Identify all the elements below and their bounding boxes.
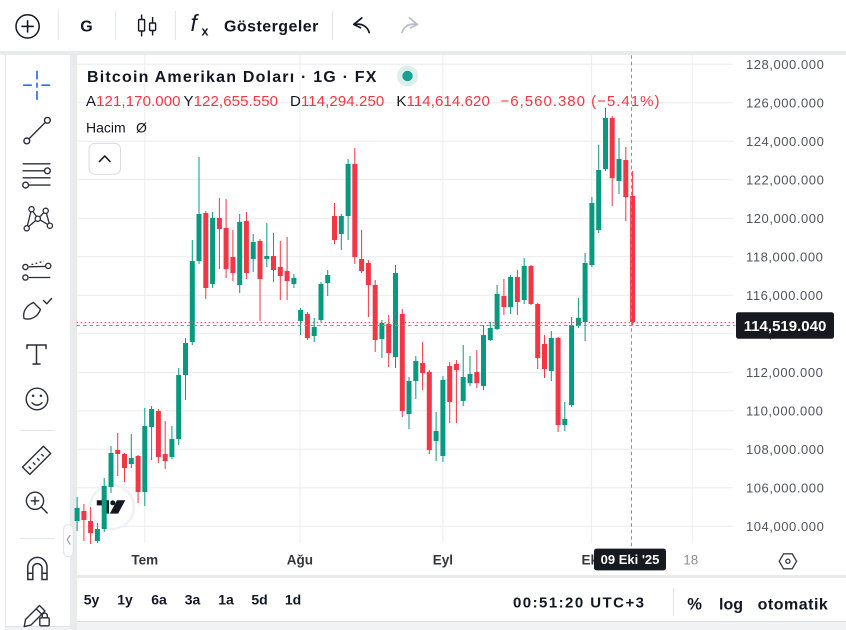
svg-text:128,000.000: 128,000.000 <box>746 57 824 72</box>
svg-text:1y: 1y <box>117 592 133 608</box>
svg-text:Tem: Tem <box>131 553 158 568</box>
svg-text:116,000.000: 116,000.000 <box>746 288 823 303</box>
svg-text:Ø: Ø <box>136 120 147 136</box>
svg-text:112,000.000: 112,000.000 <box>746 365 823 380</box>
svg-text:1d: 1d <box>285 592 301 608</box>
svg-text:G: G <box>80 19 92 36</box>
svg-text:Y122,655.550: Y122,655.550 <box>184 93 279 110</box>
svg-text:log: log <box>719 597 743 614</box>
svg-text:D114,294.250: D114,294.250 <box>290 93 384 110</box>
svg-text:3a: 3a <box>185 592 201 608</box>
svg-text:otomatik: otomatik <box>758 597 829 614</box>
svg-text:5y: 5y <box>84 592 100 608</box>
svg-text:Hacim: Hacim <box>86 120 126 136</box>
svg-text:09 Eki '25: 09 Eki '25 <box>601 552 660 567</box>
svg-text:−6,560.380 (−5.41%): −6,560.380 (−5.41%) <box>501 93 661 110</box>
svg-text:126,000.000: 126,000.000 <box>746 95 824 110</box>
svg-text:122,000.000: 122,000.000 <box>746 172 824 187</box>
svg-text:124,000.000: 124,000.000 <box>746 134 824 149</box>
svg-text:x: x <box>202 25 209 39</box>
svg-text:%: % <box>687 596 702 614</box>
svg-text:104,000.000: 104,000.000 <box>746 519 824 534</box>
svg-text:120,000.000: 120,000.000 <box>746 211 824 226</box>
svg-text:114,519.040: 114,519.040 <box>744 318 827 335</box>
svg-text:1a: 1a <box>218 592 234 608</box>
svg-text:118,000.000: 118,000.000 <box>746 249 823 264</box>
svg-text:108,000.000: 108,000.000 <box>746 442 824 457</box>
svg-text:Bitcoin Amerikan Doları · 1G ·: Bitcoin Amerikan Doları · 1G · FX <box>87 69 378 86</box>
svg-text:5d: 5d <box>251 592 267 608</box>
svg-text:Göstergeler: Göstergeler <box>224 19 319 36</box>
svg-text:110,000.000: 110,000.000 <box>746 403 823 418</box>
svg-text:Eyl: Eyl <box>433 553 453 568</box>
svg-text:18: 18 <box>683 553 698 568</box>
svg-text:K114,614.620: K114,614.620 <box>396 93 490 110</box>
svg-text:f: f <box>191 10 200 36</box>
svg-text:6a: 6a <box>151 592 167 608</box>
svg-text:00:51:20 UTC+3: 00:51:20 UTC+3 <box>513 595 645 612</box>
svg-text:A121,170.000: A121,170.000 <box>86 93 181 110</box>
svg-text:Ağu: Ağu <box>287 553 313 568</box>
svg-text:106,000.000: 106,000.000 <box>746 480 824 495</box>
